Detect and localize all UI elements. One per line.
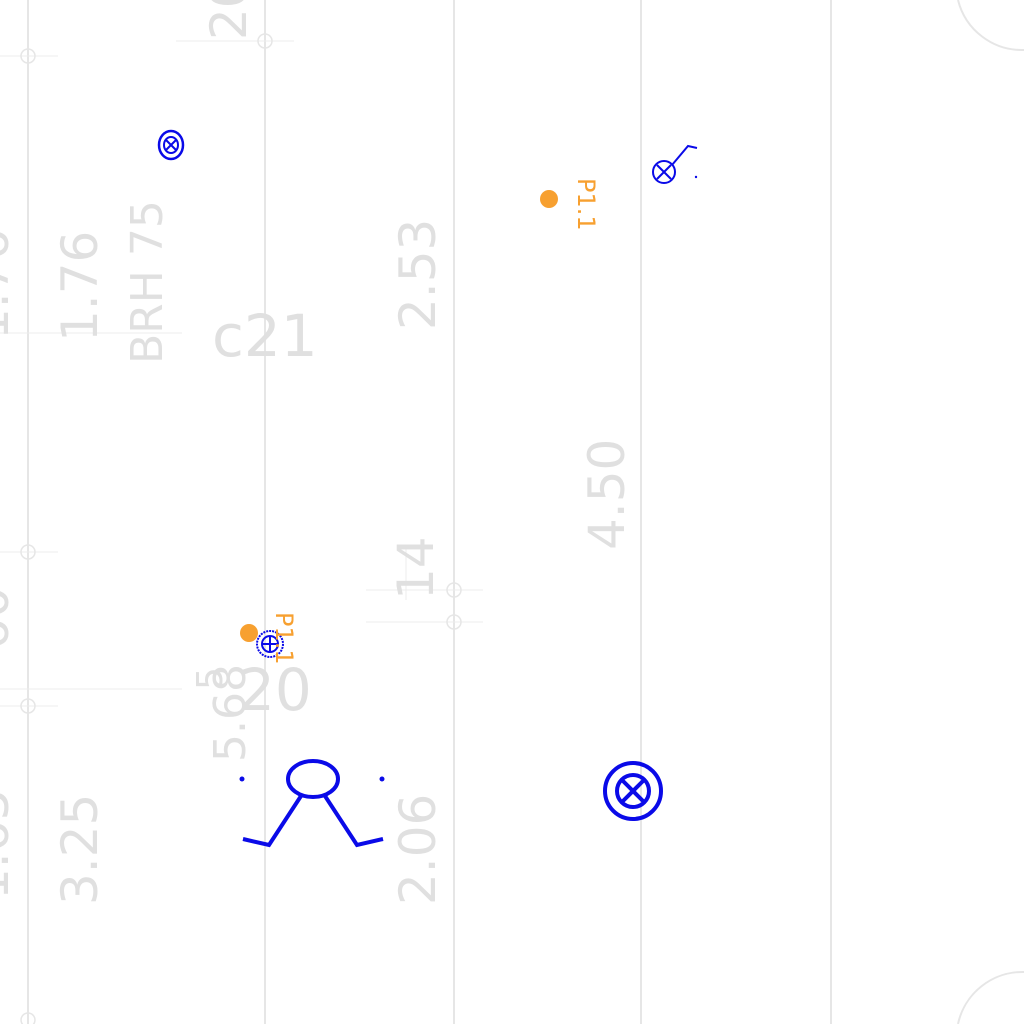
room-label: 5 [190, 667, 231, 690]
point-label: P1.1 [572, 178, 600, 231]
dimension-label: BRH 75 [122, 200, 173, 364]
room-label: c21 [212, 302, 318, 370]
dimension-label: 2.53 [389, 219, 447, 330]
room-labels: c21 20 5 [190, 302, 318, 724]
dimension-label: 2.06 [389, 794, 447, 905]
dimension-label: 1.76 [51, 231, 109, 342]
point-marker-dot[interactable] [540, 190, 558, 208]
dimension-label: 3.25 [51, 794, 109, 905]
point-label: P1.1 [270, 612, 298, 665]
dimension-label: 4.50 [578, 439, 636, 550]
point-marker-dot[interactable] [240, 624, 258, 642]
dimension-label: 20 [200, 0, 258, 40]
pendant-light-icon[interactable] [239, 759, 385, 848]
dimension-labels: 20 1.76 1.76 BRH 75 2.53 4.50 14 60 5.68… [0, 0, 636, 905]
room-label: 20 [238, 656, 312, 724]
light-symbols [157, 129, 698, 848]
wall-light-icon[interactable] [652, 144, 698, 184]
large-ceiling-light-icon[interactable] [603, 761, 663, 821]
dimension-label: 1.65 [0, 789, 20, 900]
ceiling-light-fixture-icon[interactable] [157, 129, 185, 161]
dimension-label: 14 [387, 536, 445, 600]
dimension-label: 60 [0, 586, 20, 650]
dimension-label: 1.76 [0, 229, 20, 340]
point-markers: P1.1 P1.1 [240, 178, 600, 665]
recessed-light-icon[interactable] [256, 630, 284, 658]
dimension-label: 5.68 [205, 664, 256, 762]
